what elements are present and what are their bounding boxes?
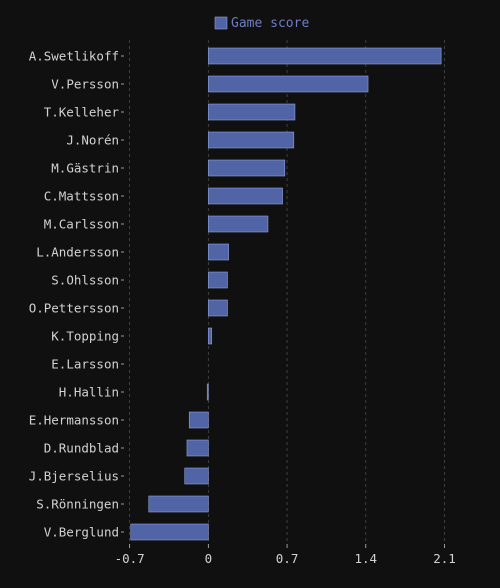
bar-6 xyxy=(208,215,269,233)
category-label-4: M.Gästrin xyxy=(51,161,119,176)
bar-13 xyxy=(188,411,209,429)
category-labels: A.Swetlikoff V.Persson T.Kelleher J.Norén M.… xyxy=(29,49,124,540)
bar-layer xyxy=(130,47,442,541)
bar-2 xyxy=(208,103,296,121)
category-label-9: O.Pettersson xyxy=(29,301,119,316)
category-label-1: V.Persson xyxy=(51,77,119,92)
bar-0 xyxy=(208,47,442,65)
bar-10 xyxy=(208,327,213,345)
category-label-11: E.Larsson xyxy=(51,357,119,372)
x-tick-label-4: 2.1 xyxy=(433,551,456,566)
category-label-3: J.Norén xyxy=(66,133,119,148)
category-label-7: L.Andersson xyxy=(36,245,119,260)
legend-label: Game score xyxy=(231,16,309,31)
bar-4 xyxy=(208,159,286,177)
category-label-2: T.Kelleher xyxy=(44,105,120,120)
category-label-16: S.Rönningen xyxy=(36,497,119,512)
bar-1 xyxy=(208,75,369,93)
x-tick-label-2: 0.7 xyxy=(276,551,299,566)
category-label-8: S.Ohlsson xyxy=(51,273,119,288)
x-tick-label-1: 0 xyxy=(205,551,213,566)
legend: Game score xyxy=(214,16,309,31)
category-label-10: K.Topping xyxy=(51,329,119,344)
bar-5 xyxy=(208,187,283,205)
x-axis: -0.7 0 0.7 1.4 2.1 xyxy=(115,544,456,566)
category-label-12: H.Hallin xyxy=(59,385,119,400)
category-label-15: J.Bjerselius xyxy=(29,469,119,484)
legend-swatch xyxy=(214,16,228,30)
bar-17 xyxy=(130,523,209,541)
x-tick-label-0: -0.7 xyxy=(115,551,145,566)
bar-16 xyxy=(148,495,209,513)
bar-15 xyxy=(184,467,209,485)
bar-7 xyxy=(208,243,229,261)
bar-9 xyxy=(208,299,228,317)
category-label-14: D.Rundblad xyxy=(44,441,119,456)
category-label-0: A.Swetlikoff xyxy=(29,49,119,64)
bar-12 xyxy=(206,383,209,401)
category-label-5: C.Mattsson xyxy=(44,189,119,204)
x-tick-label-3: 1.4 xyxy=(354,551,377,566)
category-label-17: V.Berglund xyxy=(44,525,119,540)
bar-3 xyxy=(208,131,295,149)
bar-8 xyxy=(208,271,228,289)
bar-14 xyxy=(186,439,209,457)
category-label-6: M.Carlsson xyxy=(44,217,119,232)
category-label-13: E.Hermansson xyxy=(29,413,119,428)
